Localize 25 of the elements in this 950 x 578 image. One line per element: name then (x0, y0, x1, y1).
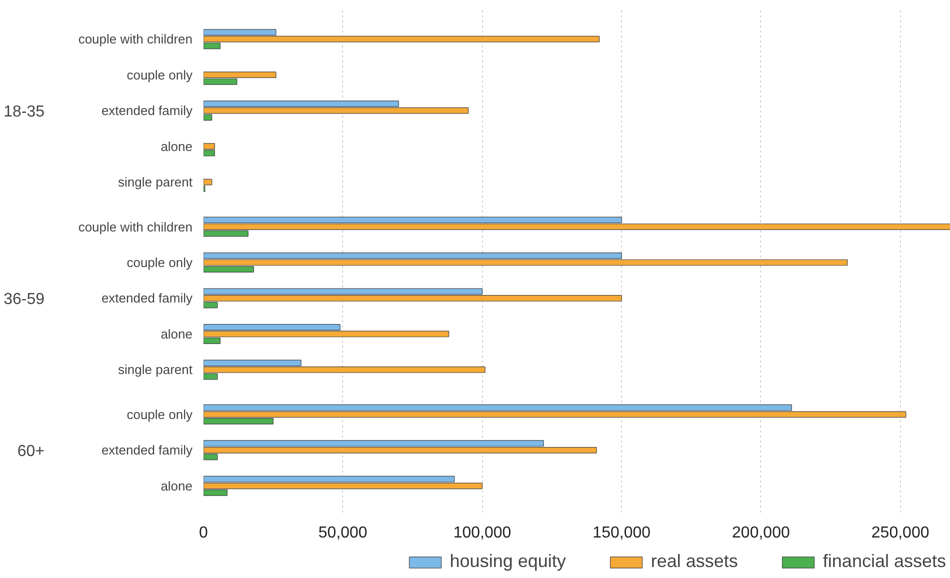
y-tick-label: alone (160, 326, 193, 342)
y-tick-label: couple only (126, 67, 193, 82)
legend-label: financial assets (822, 551, 946, 572)
y-tick-label: single parent (118, 362, 193, 378)
legend-label: housing equity (450, 551, 566, 572)
x-tick-label: 250,000 (871, 524, 930, 542)
legend-label: real assets (650, 551, 738, 572)
x-tick-label: 0 (199, 524, 208, 542)
y-tick-label: extended family (101, 103, 193, 118)
x-tick-label: 200,000 (732, 524, 790, 542)
y-tick-label: couple only (126, 255, 193, 270)
y-tick-label: couple with children (78, 219, 193, 234)
y-tick-label: alone (160, 478, 193, 494)
text: 36-59 (4, 291, 45, 308)
x-tick-label: 100,000 (453, 524, 512, 542)
y-tick-label: extended family (101, 290, 193, 306)
x-tick-label: 50,000 (318, 524, 368, 542)
text: 60+ (17, 443, 44, 460)
y-tick-label: extended family (101, 442, 193, 458)
x-tick-label: 150,000 (592, 524, 651, 542)
y-tick-label: couple with children (78, 32, 193, 47)
y-tick-label: single parent (118, 174, 193, 190)
text: 18-35 (4, 104, 45, 121)
y-tick-label: couple only (126, 406, 193, 422)
y-tick-label: alone (160, 138, 193, 154)
